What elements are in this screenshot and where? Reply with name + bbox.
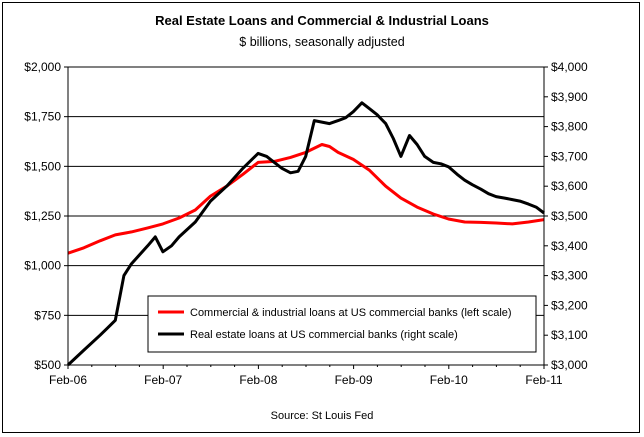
x-tick-label: Feb-09 bbox=[335, 373, 373, 387]
right-tick-label: $3,900 bbox=[551, 90, 588, 104]
legend-label: Commercial & industrial loans at US comm… bbox=[190, 307, 512, 319]
left-tick-label: $500 bbox=[34, 358, 61, 372]
left-tick-label: $750 bbox=[34, 308, 61, 322]
left-tick-label: $1,500 bbox=[24, 159, 61, 173]
legend: Commercial & industrial loans at US comm… bbox=[147, 295, 537, 353]
series-layer bbox=[66, 101, 545, 367]
x-tick-label: Feb-06 bbox=[49, 373, 87, 387]
left-tick-label: $1,750 bbox=[24, 110, 61, 124]
chart-frame bbox=[2, 2, 640, 433]
chart-subtitle: $ billions, seasonally adjusted bbox=[239, 35, 405, 49]
gridlines bbox=[68, 66, 544, 316]
right-tick-label: $3,000 bbox=[551, 358, 588, 372]
x-tick-label: Feb-11 bbox=[525, 373, 562, 387]
x-tick-label: Feb-07 bbox=[144, 373, 182, 387]
right-tick-label: $3,700 bbox=[551, 149, 588, 163]
left-tick-label: $2,000 bbox=[24, 60, 61, 74]
x-tick-label: Feb-10 bbox=[430, 373, 468, 387]
series-line-1 bbox=[67, 143, 545, 255]
left-tick-label: $1,000 bbox=[24, 259, 61, 273]
right-tick-label: $3,500 bbox=[551, 209, 588, 223]
chart-title: Real Estate Loans and Commercial & Indus… bbox=[155, 13, 489, 28]
right-tick-label: $3,200 bbox=[551, 298, 588, 312]
axes: $500 $750 $1,000 $1,250 $1,500 $1,750 $2,000 $3… bbox=[24, 60, 588, 387]
right-tick-label: $3,800 bbox=[551, 120, 588, 134]
legend-label: Real estate loans at US commercial banks… bbox=[190, 329, 458, 341]
series-line-2 bbox=[66, 101, 545, 367]
x-tick-label: Feb-08 bbox=[239, 373, 277, 387]
right-tick-label: $3,300 bbox=[551, 269, 588, 283]
left-tick-label: $1,250 bbox=[24, 209, 61, 223]
right-tick-label: $4,000 bbox=[551, 60, 588, 74]
chart-source: Source: St Louis Fed bbox=[270, 410, 374, 422]
right-tick-label: $3,100 bbox=[551, 328, 588, 342]
legend-box bbox=[147, 295, 537, 353]
right-tick-label: $3,600 bbox=[551, 179, 588, 193]
right-tick-label: $3,400 bbox=[551, 239, 588, 253]
